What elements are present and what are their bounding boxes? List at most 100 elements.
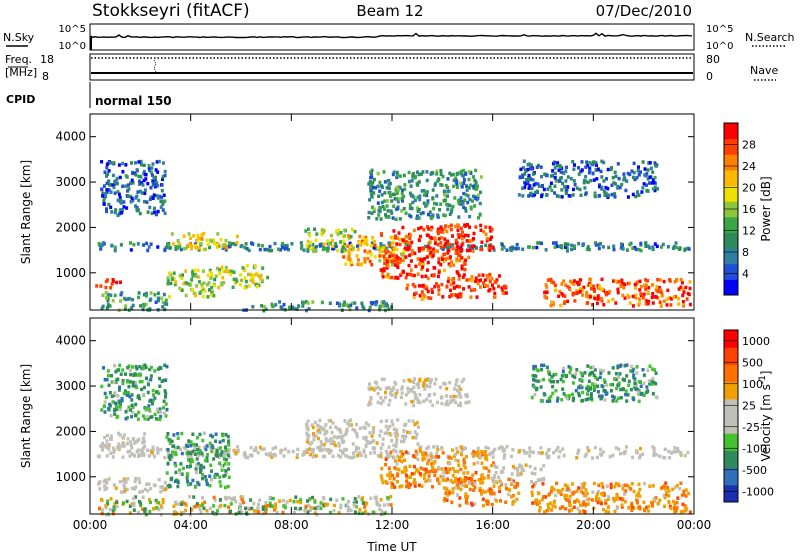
power-cell-1224 bbox=[425, 286, 429, 291]
velocity-xtick-label-5: 20:00 bbox=[576, 518, 611, 532]
power-cell-597 bbox=[180, 288, 184, 292]
velocity-cell-559 bbox=[159, 410, 163, 414]
power-cell-295 bbox=[105, 174, 108, 178]
velocity-cell-2017 bbox=[542, 377, 545, 382]
velocity-cell-2229 bbox=[604, 392, 608, 396]
power-cell-1391 bbox=[623, 296, 627, 300]
power-cell-489 bbox=[222, 243, 226, 247]
velocity-cell-1529 bbox=[684, 494, 688, 498]
velocity-cell-1852 bbox=[311, 495, 315, 500]
power-cell-1419 bbox=[599, 287, 603, 292]
velocity-cell-908 bbox=[362, 436, 366, 440]
power-cell-1652 bbox=[392, 170, 396, 174]
velocity-cell-1079 bbox=[464, 400, 468, 405]
power-cell-1057 bbox=[393, 263, 397, 267]
power-cell-380 bbox=[153, 178, 157, 183]
velocity-cell-1774 bbox=[318, 504, 322, 509]
power-cell-1887 bbox=[562, 171, 566, 175]
velocity-cell-262 bbox=[270, 455, 274, 459]
velocity-cell-814 bbox=[322, 442, 326, 447]
velocity-cell-1981 bbox=[496, 475, 500, 479]
velocity-cell-506 bbox=[144, 406, 148, 411]
velocity-cell-760 bbox=[125, 487, 129, 492]
velocity-cell-503 bbox=[126, 365, 130, 370]
velocity-cell-2207 bbox=[540, 367, 544, 372]
power-cell-156 bbox=[509, 248, 513, 253]
velocity-cell-1361 bbox=[483, 490, 487, 494]
velocity-cell-2100 bbox=[547, 371, 551, 375]
power-cell-1154 bbox=[452, 286, 456, 290]
velocity-cell-1609 bbox=[675, 484, 679, 488]
power-cell-1892 bbox=[518, 175, 522, 179]
power-cell-1212 bbox=[405, 286, 409, 291]
power-cell-1427 bbox=[585, 291, 589, 295]
velocity-cell-1541 bbox=[585, 498, 589, 502]
velocity-cell-2060 bbox=[611, 394, 614, 399]
power-cell-234 bbox=[387, 241, 391, 245]
velocity-cell-2201 bbox=[593, 385, 597, 390]
power-cell-1984 bbox=[530, 186, 534, 191]
velocity-cell-192 bbox=[486, 446, 490, 451]
velocity-cell-2055 bbox=[614, 377, 618, 382]
power-cell-644 bbox=[222, 281, 226, 285]
power-cell-1968 bbox=[586, 180, 590, 185]
velocity-cell-1816 bbox=[161, 497, 165, 502]
velocity-cell-838 bbox=[395, 438, 399, 442]
velocity-cell-1138 bbox=[422, 467, 426, 471]
velocity-cell-2004 bbox=[648, 382, 652, 386]
velocity-cell-1359 bbox=[504, 483, 508, 487]
velocity-cell-1271 bbox=[444, 467, 448, 471]
velocity-cell-788 bbox=[98, 480, 102, 485]
power-cell-1977 bbox=[559, 170, 563, 174]
velocity-cell-1408 bbox=[457, 477, 461, 482]
power-cell-2061 bbox=[311, 300, 315, 304]
velocity-cell-49 bbox=[246, 455, 250, 460]
velocity-cell-1536 bbox=[684, 488, 688, 492]
power-cell-533 bbox=[165, 302, 169, 306]
power-cell-114 bbox=[644, 244, 648, 249]
velocity-cell-74 bbox=[528, 446, 532, 450]
velocity-cell-2105 bbox=[642, 393, 646, 398]
velocity-cell-1446 bbox=[596, 489, 600, 494]
power-cell-1251 bbox=[596, 286, 600, 290]
velocity-cell-1264 bbox=[434, 469, 438, 474]
velocity-cell-456 bbox=[163, 389, 167, 393]
power-cell-1832 bbox=[653, 161, 657, 165]
power-cell-387 bbox=[152, 193, 156, 197]
velocity-cell-1184 bbox=[403, 470, 407, 474]
velocity-cell-689 bbox=[191, 432, 195, 436]
power-cell-1394 bbox=[568, 287, 572, 292]
power-cell-1187 bbox=[455, 284, 459, 289]
power-cell-856 bbox=[365, 237, 369, 242]
velocity-cell-1598 bbox=[627, 485, 631, 489]
power-cell-1964 bbox=[641, 186, 645, 190]
velocity-cell-1722 bbox=[309, 505, 313, 510]
power-cell-1316 bbox=[627, 281, 631, 286]
velocity-cell-452 bbox=[107, 373, 110, 378]
power-cell-1822 bbox=[556, 161, 560, 165]
power-cell-503 bbox=[111, 279, 115, 283]
power-cell-277 bbox=[142, 169, 146, 174]
velocity-cell-2021 bbox=[586, 384, 590, 389]
power-colorbar-tick-0: 4 bbox=[742, 268, 749, 281]
power-cell-1276 bbox=[554, 288, 557, 293]
velocity-cell-797 bbox=[130, 486, 134, 491]
power-cell-15 bbox=[597, 246, 601, 251]
noise-search-label: N.Search bbox=[745, 31, 795, 44]
velocity-cell-1839 bbox=[254, 509, 258, 513]
velocity-cell-733 bbox=[224, 458, 228, 462]
power-cell-269 bbox=[113, 182, 117, 186]
velocity-cell-1486 bbox=[679, 510, 683, 514]
power-cell-977 bbox=[427, 227, 431, 231]
power-cell-752 bbox=[353, 229, 357, 234]
velocity-cell-1061 bbox=[460, 379, 464, 384]
velocity-cell-1304 bbox=[446, 467, 450, 471]
velocity-cell-1629 bbox=[671, 487, 675, 492]
power-cell-119 bbox=[251, 242, 255, 246]
velocity-cell-1515 bbox=[666, 486, 670, 490]
velocity-cell-1102 bbox=[394, 395, 397, 399]
velocity-cell-1244 bbox=[454, 476, 457, 481]
velocity-cell-2058 bbox=[613, 377, 616, 381]
power-cell-201 bbox=[268, 248, 271, 253]
power-cell-1997 bbox=[553, 160, 557, 165]
